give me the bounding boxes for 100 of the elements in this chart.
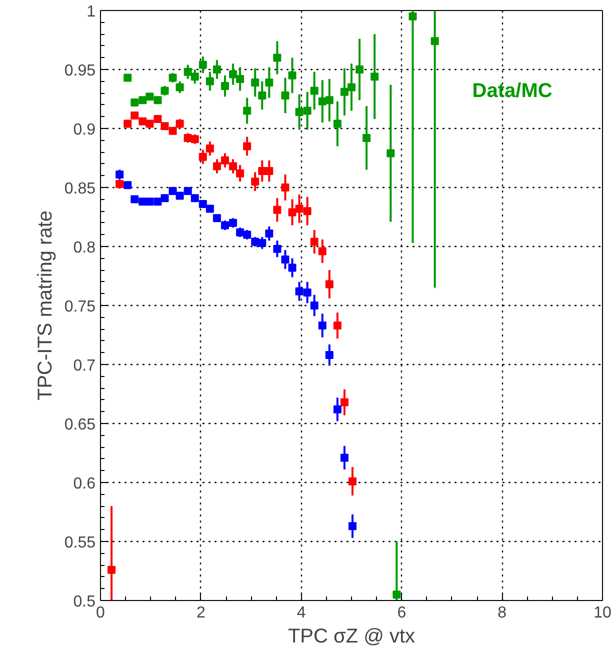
point — [288, 71, 296, 80]
point — [146, 92, 154, 101]
point — [176, 83, 184, 92]
point — [318, 322, 326, 330]
point — [310, 86, 318, 95]
point — [325, 280, 334, 288]
point — [130, 195, 139, 204]
point — [220, 221, 229, 230]
point — [295, 204, 304, 213]
y-tick-label: 0.9 — [73, 122, 96, 138]
point — [303, 207, 312, 216]
point — [295, 108, 304, 116]
point — [281, 184, 290, 192]
point — [243, 106, 252, 115]
point — [220, 82, 229, 90]
point — [408, 12, 417, 20]
point — [138, 96, 147, 104]
point — [333, 322, 342, 330]
point — [229, 70, 238, 78]
point — [160, 194, 169, 202]
point — [251, 238, 260, 246]
point — [348, 522, 357, 530]
y-tick-label: 0.6 — [73, 476, 96, 492]
point — [154, 115, 162, 124]
point — [138, 198, 147, 206]
point — [325, 351, 334, 360]
x-tick-label: 2 — [196, 604, 206, 622]
point — [265, 78, 274, 86]
point — [138, 117, 147, 126]
y-tick-label: 0.8 — [73, 240, 96, 256]
point — [190, 72, 199, 81]
point — [310, 238, 318, 246]
point — [176, 192, 184, 200]
point — [236, 228, 244, 236]
point — [229, 218, 238, 227]
point — [310, 302, 318, 310]
point — [318, 97, 326, 106]
point — [348, 477, 357, 486]
point — [160, 86, 169, 95]
point — [430, 37, 439, 46]
point — [130, 98, 139, 107]
point — [243, 142, 252, 150]
point — [348, 83, 356, 92]
point — [160, 122, 169, 130]
point — [124, 74, 132, 82]
point — [130, 112, 139, 120]
point — [392, 590, 401, 599]
point — [206, 144, 214, 153]
point — [273, 54, 282, 62]
point — [251, 178, 260, 186]
point — [154, 96, 162, 104]
point — [184, 187, 192, 196]
point — [265, 166, 274, 175]
y-tick-label: 0.5 — [73, 594, 96, 610]
point — [154, 198, 162, 206]
point — [258, 238, 266, 247]
point — [356, 66, 364, 74]
point — [288, 264, 296, 272]
point — [168, 126, 177, 135]
point — [258, 91, 266, 100]
y-tick-label: 0.55 — [64, 534, 96, 552]
point — [273, 206, 282, 214]
point — [168, 74, 177, 82]
point — [325, 96, 334, 104]
x-tick-label: 10 — [594, 604, 612, 622]
point — [340, 398, 348, 406]
point — [273, 244, 282, 253]
point — [184, 68, 192, 76]
point — [198, 152, 207, 161]
y-tick-label: 1 — [86, 4, 96, 20]
y-axis-title: TPC-ITS matring rate — [34, 210, 56, 401]
point — [288, 208, 296, 216]
point — [212, 162, 221, 170]
point — [370, 72, 379, 81]
point — [220, 156, 229, 164]
x-tick-label: 0 — [96, 604, 106, 622]
point — [176, 120, 184, 128]
point — [229, 162, 238, 170]
point — [212, 214, 221, 222]
point — [318, 247, 326, 256]
point — [265, 230, 274, 238]
point — [362, 134, 371, 142]
point — [386, 149, 395, 158]
point — [243, 230, 252, 239]
point — [251, 78, 260, 86]
point — [340, 454, 348, 462]
y-tick-label: 0.7 — [73, 358, 96, 374]
point — [340, 88, 348, 96]
point — [281, 255, 290, 264]
point — [236, 74, 244, 83]
point — [206, 77, 214, 86]
point — [303, 106, 312, 115]
y-tick-label: 0.95 — [64, 62, 96, 80]
point — [116, 170, 124, 179]
point — [198, 200, 207, 208]
point — [146, 198, 154, 206]
text: Data/MC — [472, 80, 552, 102]
y-tick-label: 0.85 — [64, 180, 96, 198]
y-tick-label: 0.75 — [64, 298, 96, 316]
point — [212, 66, 221, 74]
